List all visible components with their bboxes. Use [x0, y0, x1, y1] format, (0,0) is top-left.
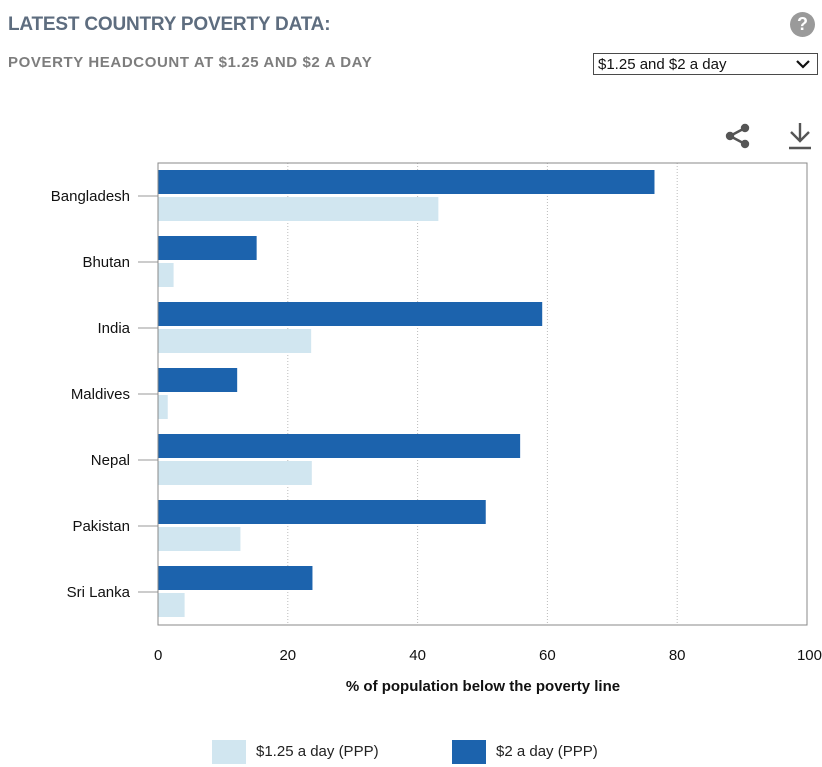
x-tick-label: 60: [539, 647, 556, 664]
legend-swatch-2: [452, 740, 486, 764]
bar-125-a-day[interactable]: [158, 461, 312, 485]
legend-label-125: $1.25 a day (PPP): [256, 743, 379, 760]
legend-label-2: $2 a day (PPP): [496, 743, 598, 760]
y-tick-label: Pakistan: [72, 518, 130, 535]
y-tick-label: Maldives: [71, 386, 130, 403]
bar-2-a-day[interactable]: [158, 170, 655, 194]
chart-subtitle: POVERTY HEADCOUNT AT $1.25 AND $2 A DAY: [8, 54, 373, 71]
y-tick-label: Nepal: [91, 452, 130, 469]
bar-2-a-day[interactable]: [158, 368, 238, 392]
y-tick-label: Bangladesh: [51, 188, 130, 205]
share-icon[interactable]: [724, 123, 752, 149]
bar-125-a-day[interactable]: [158, 263, 174, 287]
x-tick-label: 100: [797, 647, 822, 664]
x-tick-label: 0: [154, 647, 162, 664]
bar-2-a-day[interactable]: [158, 500, 486, 524]
y-tick-label: Sri Lanka: [67, 584, 131, 601]
x-tick-label: 20: [279, 647, 296, 664]
bar-125-a-day[interactable]: [158, 329, 312, 353]
x-tick-label: 40: [409, 647, 426, 664]
poverty-bar-chart: 0 20 40 60 80 100 Bangladesh Bhutan India Maldive…: [51, 162, 822, 695]
poverty-line-select-value: $1.25 and $2 a day: [598, 56, 727, 73]
bar-2-a-day[interactable]: [158, 302, 543, 326]
bar-2-a-day[interactable]: [158, 566, 313, 590]
legend-swatch-125: [212, 740, 246, 764]
bar-2-a-day[interactable]: [158, 434, 521, 458]
download-icon[interactable]: [786, 121, 814, 151]
x-axis-title: % of population below the poverty line: [346, 678, 620, 695]
bar-125-a-day[interactable]: [158, 197, 439, 221]
bar-125-a-day[interactable]: [158, 395, 168, 419]
question-icon[interactable]: ?: [790, 12, 815, 37]
chevron-down-icon: [796, 60, 810, 69]
x-tick-label: 80: [669, 647, 686, 664]
poverty-line-select[interactable]: $1.25 and $2 a day: [593, 53, 818, 75]
page-title: LATEST COUNTRY POVERTY DATA:: [8, 14, 331, 35]
bar-125-a-day[interactable]: [158, 527, 241, 551]
y-tick-label: Bhutan: [82, 254, 130, 271]
bar-2-a-day[interactable]: [158, 236, 257, 260]
bar-125-a-day[interactable]: [158, 593, 185, 617]
plot-border: [157, 162, 808, 626]
y-tick-label: India: [97, 320, 130, 337]
